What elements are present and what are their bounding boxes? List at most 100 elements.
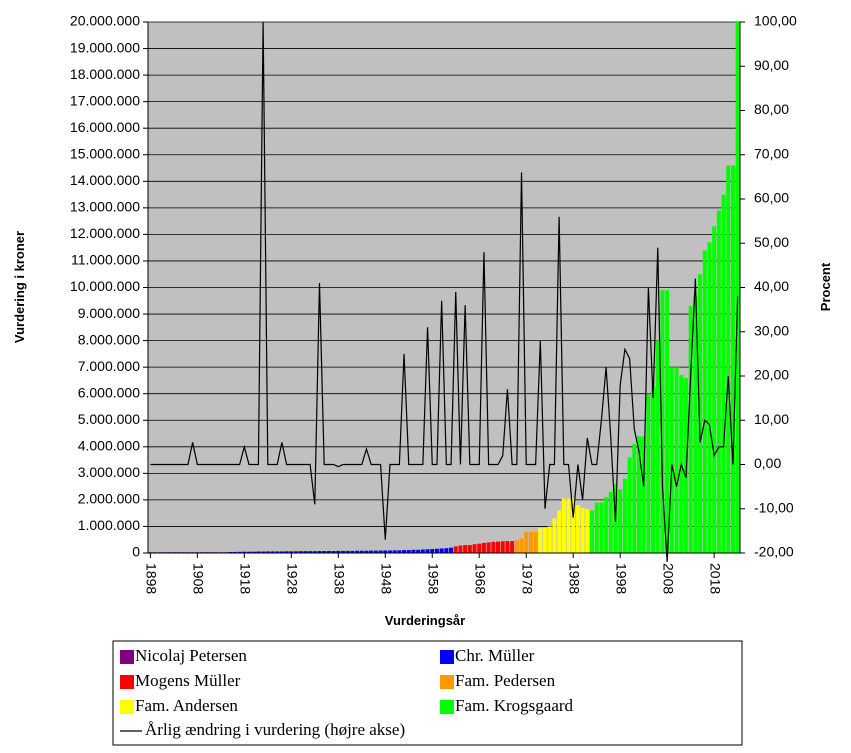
x-tick-label: 1968 [473, 563, 489, 594]
bar [247, 551, 252, 553]
bar [543, 527, 548, 553]
bar [402, 550, 407, 553]
y-tick-label: 14.000.000 [70, 172, 140, 188]
bar [627, 457, 632, 553]
bar [387, 550, 392, 553]
bar [270, 551, 275, 553]
bar [491, 541, 496, 553]
bar [698, 274, 703, 553]
bar [726, 165, 731, 553]
bar [256, 551, 261, 553]
y-tick-label: 16.000.000 [70, 119, 140, 135]
y2-tick-label: 100,00 [754, 13, 797, 29]
bar [378, 550, 383, 553]
bar [590, 510, 594, 553]
bar [251, 551, 256, 553]
bar [373, 550, 378, 553]
x-tick-label: 1898 [144, 563, 160, 594]
y-tick-label: 9.000.000 [78, 305, 140, 321]
legend-label: Årlig ændring i vurdering (højre akse) [145, 720, 405, 739]
bar [364, 550, 369, 553]
bar [496, 541, 501, 553]
bar [618, 489, 623, 553]
x-tick-label: 1918 [238, 563, 254, 594]
bar [477, 543, 482, 553]
legend-swatch [120, 700, 134, 714]
bar [284, 551, 289, 553]
bar [585, 509, 590, 553]
bar [434, 548, 439, 553]
bar [439, 548, 444, 553]
bar [308, 551, 313, 553]
line [150, 21, 739, 562]
bar [636, 436, 641, 553]
bar [232, 551, 237, 553]
bar [355, 550, 360, 553]
grid [148, 21, 740, 554]
bar [345, 550, 350, 553]
y-tick-label: 20.000.000 [70, 13, 140, 29]
bar [608, 491, 613, 553]
x-tick-label: 1928 [285, 563, 301, 594]
x-tick-label: 2008 [660, 563, 676, 594]
bar [674, 367, 679, 553]
bar [505, 541, 510, 553]
legend-swatch [440, 650, 454, 664]
x-tick-label: 1948 [379, 563, 395, 594]
bar [406, 550, 411, 553]
y2-tick-label: 30,00 [754, 322, 789, 338]
bar [472, 544, 477, 553]
x-tick-label: 1938 [332, 563, 348, 594]
y-tick-label: 19.000.000 [70, 39, 140, 55]
bar [430, 549, 435, 553]
bar [646, 393, 651, 553]
bar [552, 518, 557, 553]
bar [528, 531, 533, 553]
y-tick-label: 13.000.000 [70, 199, 140, 215]
y2-tick-label: 70,00 [754, 145, 789, 161]
bar [693, 295, 698, 553]
bar [322, 551, 327, 553]
bar [547, 526, 552, 553]
bar [331, 551, 336, 553]
bar [665, 290, 670, 553]
y-tick-label: 12.000.000 [70, 225, 140, 241]
y-tick-label: 3.000.000 [78, 464, 140, 480]
bar [669, 367, 674, 553]
bar [350, 550, 355, 553]
bar [510, 541, 515, 553]
bar [500, 541, 505, 553]
y-tick-label: 17.000.000 [70, 92, 140, 108]
y2-tick-label: 80,00 [754, 101, 789, 117]
y-tick-label: 2.000.000 [78, 491, 140, 507]
bar [514, 540, 519, 553]
bar [524, 531, 529, 553]
bar [425, 549, 430, 553]
bar [651, 385, 656, 553]
bar [486, 542, 491, 553]
bar [641, 436, 646, 553]
bar [294, 551, 298, 553]
bar [453, 546, 458, 553]
bar [566, 498, 571, 553]
bar [397, 550, 402, 553]
legend-swatch [120, 650, 134, 664]
legend-label: Fam. Pedersen [455, 671, 556, 690]
legend-swatch [440, 675, 454, 689]
bar [655, 340, 660, 553]
bar [289, 551, 294, 553]
bar [575, 505, 580, 553]
legend-label: Fam. Krogsgaard [455, 696, 574, 715]
bar [519, 538, 524, 553]
legend-label: Mogens Müller [135, 671, 241, 690]
bar [463, 545, 468, 553]
legend [112, 640, 743, 746]
legend-swatch [440, 700, 454, 714]
legend-label: Nicolaj Petersen [135, 646, 247, 665]
bar [481, 542, 486, 553]
y-tick-label: 10.000.000 [70, 278, 140, 294]
bar [604, 497, 609, 553]
y-tick-label: 7.000.000 [78, 358, 140, 374]
y2-tick-label: -10,00 [754, 499, 794, 515]
